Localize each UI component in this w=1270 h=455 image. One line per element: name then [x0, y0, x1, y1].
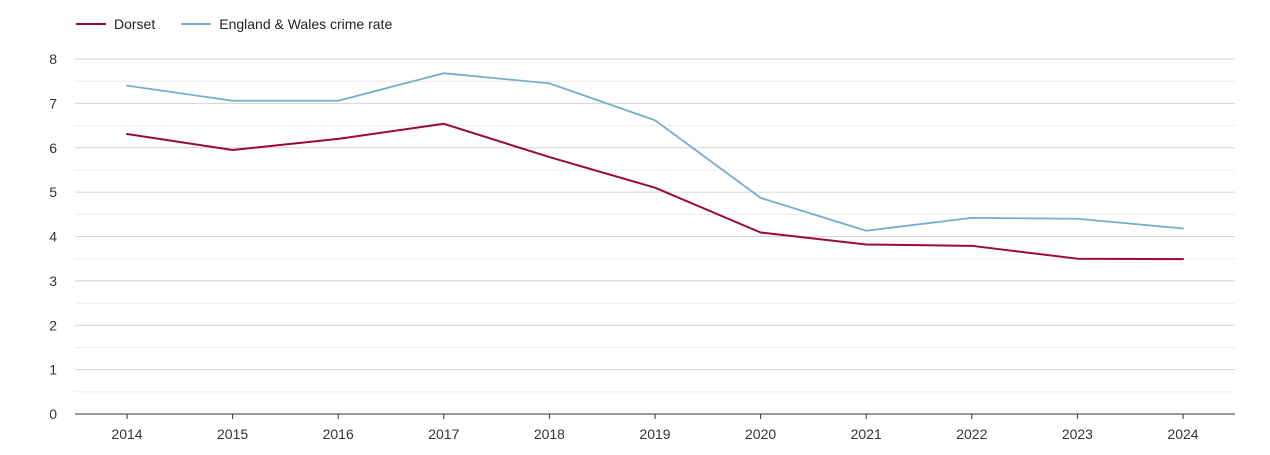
legend-label-england-wales: England & Wales crime rate	[219, 16, 393, 32]
x-tick-label: 2018	[534, 426, 565, 442]
axis-layer: 0 1 2 3 4 5 6 7 8 2014 2015 2016 2017 2018 2019 2020 202…	[49, 51, 1235, 442]
y-tick-label: 2	[49, 317, 57, 333]
y-tick-label: 1	[49, 362, 57, 378]
y-tick-label: 3	[49, 273, 57, 289]
series-layer	[126, 72, 1184, 261]
legend-swatch-dorset	[76, 23, 106, 25]
x-tick-label: 2014	[111, 426, 142, 442]
x-tick-label: 2023	[1062, 426, 1093, 442]
x-tick-label: 2019	[639, 426, 670, 442]
x-tick-label: 2024	[1167, 426, 1198, 442]
series-line-dorset	[126, 122, 1184, 261]
y-tick-label: 6	[49, 140, 57, 156]
x-tick-label: 2021	[851, 426, 882, 442]
x-tick-label: 2020	[745, 426, 776, 442]
y-tick-label: 7	[49, 95, 57, 111]
chart-legend: Dorset England & Wales crime rate	[76, 16, 392, 32]
legend-swatch-england-wales	[181, 23, 212, 25]
y-tick-label: 4	[49, 229, 57, 245]
legend-label-dorset: Dorset	[114, 16, 156, 32]
x-tick-label: 2016	[323, 426, 354, 442]
x-tick-label: 2022	[956, 426, 987, 442]
legend-item-england-wales[interactable]: England & Wales crime rate	[181, 16, 392, 32]
y-tick-label: 8	[49, 51, 57, 67]
y-tick-label: 0	[49, 406, 57, 422]
series-line-england-wales	[126, 72, 1184, 232]
legend-item-dorset[interactable]: Dorset	[76, 16, 155, 32]
x-tick-label: 2017	[428, 426, 459, 442]
y-tick-label: 5	[49, 184, 57, 200]
x-tick-label: 2015	[217, 426, 248, 442]
grid-layer	[75, 58, 1235, 393]
